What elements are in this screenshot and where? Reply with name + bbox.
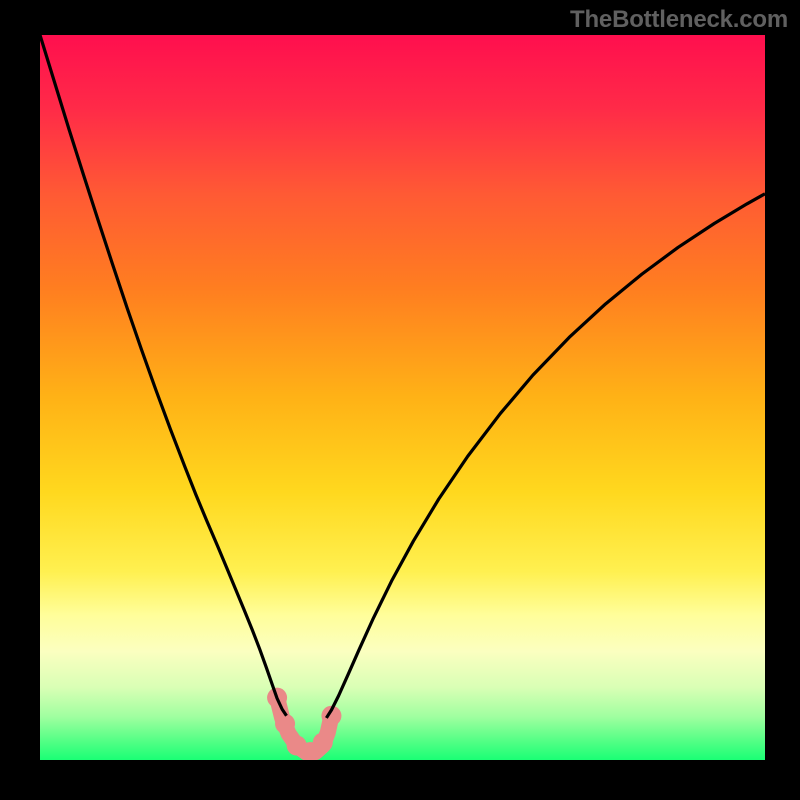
curve-right [326,194,765,718]
watermark-text: TheBottleneck.com [570,6,788,34]
plot-area [40,35,765,760]
curve-left [40,35,287,716]
chart-container: TheBottleneck.com [0,0,800,800]
valley-dot [313,733,333,753]
valley-dot [275,714,295,734]
curve-layer [40,35,765,760]
